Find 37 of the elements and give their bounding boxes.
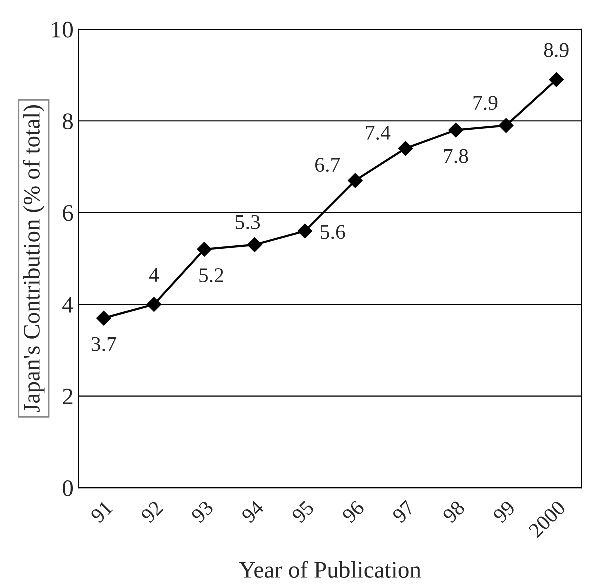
- point: [448, 122, 464, 138]
- x-tick-label: 96: [342, 500, 366, 524]
- point: [348, 173, 363, 188]
- x-tick-label: 93: [190, 500, 214, 524]
- x-tick-label: 99: [492, 500, 516, 524]
- x-tick-label: 94: [241, 500, 265, 524]
- point: [398, 141, 414, 156]
- x-tick-label: 92: [140, 500, 164, 524]
- x-axis-title: Year of Publication: [239, 561, 422, 578]
- x-tick-label: 97: [392, 500, 416, 524]
- point: [498, 118, 514, 134]
- y-tick-label: 10: [52, 22, 74, 38]
- x-tick-label: 91: [90, 500, 114, 524]
- data-label: 4: [149, 268, 160, 282]
- data-label: 5.2: [200, 268, 224, 283]
- data-label: 6.7: [316, 158, 340, 172]
- y-tick-label: 2: [63, 388, 73, 405]
- data-label: 3.7: [92, 337, 116, 352]
- point: [247, 238, 262, 252]
- point: [549, 72, 564, 88]
- point: [197, 242, 212, 257]
- x-tick-label: 98: [442, 500, 466, 524]
- y-axis-title: Japan's Contribution (% of total): [23, 105, 45, 412]
- data-label: 7.9: [474, 96, 498, 110]
- data-label: 5.3: [236, 215, 260, 230]
- data-label: 7.4: [366, 126, 391, 140]
- data-label: 5.6: [321, 225, 346, 240]
- x-tick-label: 95: [291, 500, 315, 524]
- y-tick-label: 8: [63, 114, 74, 130]
- y-tick-label: 4: [62, 297, 74, 313]
- point: [96, 310, 112, 326]
- y-tick-label: 6: [63, 205, 74, 222]
- data-label: 8.9: [544, 43, 569, 58]
- point: [298, 224, 313, 239]
- data-label: 7.8: [444, 149, 468, 164]
- y-tick-label: 0: [63, 480, 74, 496]
- point: [146, 297, 162, 312]
